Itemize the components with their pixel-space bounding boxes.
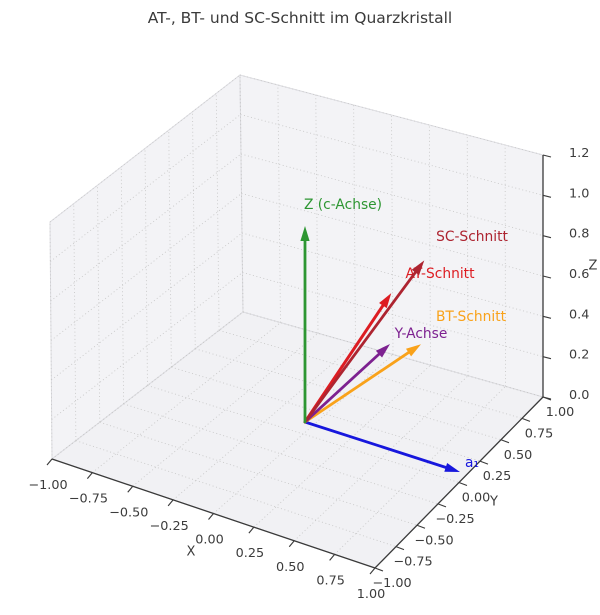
y-tick-label: 0.25 — [483, 469, 512, 484]
z-tick-label: 0.0 — [569, 388, 589, 403]
x-axis-ticks: −1.00−0.75−0.50−0.25 0.00 0.25 0.50 0.75 1.00 — [28, 458, 386, 602]
y-tick — [416, 524, 426, 529]
vector-head-bt — [405, 344, 421, 357]
y-tick-label: 0.50 — [504, 448, 533, 463]
x-tick — [248, 526, 255, 534]
z-tick-label: 0.2 — [569, 348, 589, 363]
y-tick — [500, 439, 510, 444]
y-tick — [437, 503, 447, 508]
vector-head-y_axis — [375, 344, 390, 358]
y-tick-label: −0.25 — [435, 512, 474, 527]
vector-label-a1: a₁ — [465, 455, 479, 471]
vector-shaft-a1 — [303, 420, 453, 471]
x-tick-label: −1.00 — [28, 478, 67, 493]
y-tick — [395, 546, 405, 551]
z-axis-ticks: 0.0 0.2 0.4 0.6 0.8 1.0 1.2 — [542, 146, 589, 403]
vector-arrow-z_axis — [300, 226, 310, 424]
y-tick-label: −0.50 — [414, 533, 453, 548]
vector-shaft-bt — [303, 347, 415, 424]
chart-title: AT-, BT- und SC-Schnitt im Quarzkristall — [148, 9, 452, 27]
x-tick-label: −0.75 — [69, 492, 108, 507]
vector-head-at — [379, 293, 392, 309]
y-tick-label: 1.00 — [546, 405, 575, 420]
y-tick-label: −0.75 — [393, 555, 432, 570]
vector-label-sc: SC-Schnitt — [436, 229, 508, 245]
vector-arrow-a1 — [303, 420, 460, 472]
vector-shaft-y_axis — [303, 348, 385, 424]
x-tick-label: 0.50 — [276, 560, 305, 575]
y-tick-label: 0.75 — [525, 426, 554, 441]
z-tick-label: 0.4 — [569, 307, 589, 322]
z-tick — [542, 396, 552, 400]
y-tick — [479, 460, 489, 465]
vector-label-y_axis: Y-Achse — [394, 326, 448, 342]
vector-head-sc — [411, 260, 425, 276]
3d-scene: −1.00−0.75−0.50−0.250.000.250.500.751.00… — [28, 73, 598, 602]
z-tick — [542, 194, 552, 198]
y-axis-label: Y — [489, 495, 498, 510]
vector-arrow-sc — [303, 260, 425, 424]
x-tick-label: 1.00 — [357, 587, 386, 602]
z-axis-label: Z — [589, 259, 598, 274]
x-tick-label: 0.25 — [236, 546, 265, 561]
vector-arrow-bt — [303, 344, 421, 424]
y-tick — [374, 567, 384, 572]
z-tick-label: 1.0 — [569, 186, 589, 201]
vector-label-z_axis: Z (c-Achse) — [304, 197, 382, 213]
x-tick — [369, 567, 376, 575]
z-tick — [542, 275, 552, 279]
x-tick — [46, 458, 53, 466]
x-tick — [127, 485, 134, 493]
x-tick — [208, 513, 214, 520]
z-tick-label: 0.6 — [569, 267, 589, 282]
y-axis-ticks: −1.00 −0.75 −0.50 −0.25 0.00 0.25 0.50 0.75 1.00 — [372, 396, 575, 591]
z-tick — [542, 154, 552, 158]
x-tick-label: −0.50 — [109, 505, 148, 520]
vector-label-at: AT-Schnitt — [406, 266, 476, 282]
x-axis-label: X — [187, 545, 196, 560]
x-tick-label: 0.00 — [195, 533, 224, 548]
vector-arrow-y_axis — [303, 344, 390, 424]
z-tick — [542, 235, 552, 239]
y-tick — [458, 481, 468, 487]
vector-shaft-sc — [303, 266, 421, 424]
x-tick-label: 0.75 — [316, 573, 345, 588]
z-tick — [542, 315, 552, 319]
x-tick — [86, 472, 93, 479]
x-tick — [329, 554, 336, 561]
vector-label-bt: BT-Schnitt — [436, 309, 507, 325]
vector-head-z_axis — [300, 226, 310, 241]
z-tick-label: 0.8 — [569, 227, 589, 242]
x-tick-label: −0.25 — [150, 519, 189, 534]
y-tick-label: −1.00 — [372, 576, 411, 591]
y-tick-label: 0.00 — [462, 491, 491, 506]
x-tick — [288, 540, 295, 548]
y-tick — [521, 417, 531, 422]
left-wall-grid — [49, 74, 244, 460]
x-tick — [167, 499, 174, 507]
vector-head-a1 — [444, 463, 460, 472]
z-tick — [542, 356, 552, 360]
z-tick-label: 1.2 — [569, 146, 589, 161]
